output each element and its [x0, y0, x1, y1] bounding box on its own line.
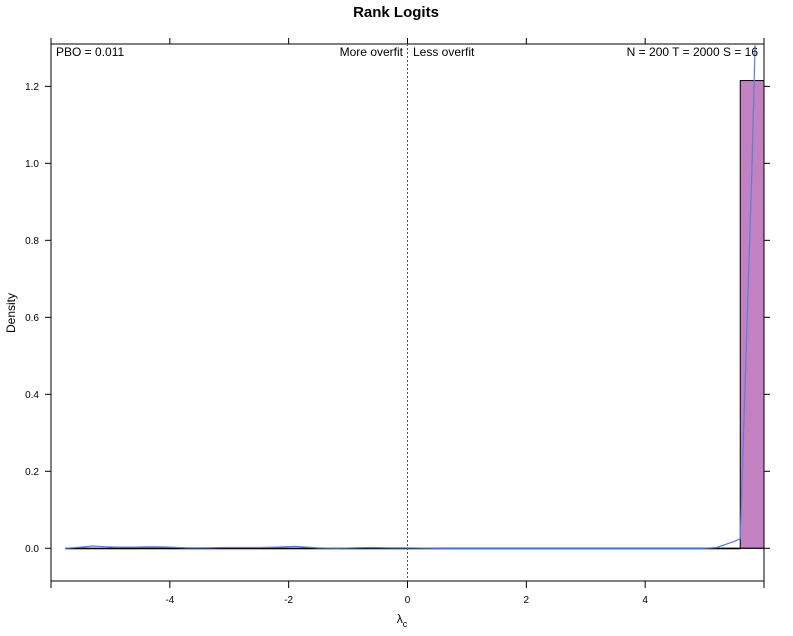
x-axis-label-subscript: c — [403, 619, 408, 629]
x-axis-label: λc — [397, 612, 408, 629]
chart-title: Rank Logits — [353, 4, 439, 21]
y-tick-label: 0.8 — [25, 236, 39, 247]
density-curve — [65, 43, 756, 549]
x-tick-label: 2 — [524, 595, 530, 606]
params-annotation: N = 200 T = 2000 S = 16 — [627, 45, 759, 59]
x-axis-label-main: λ — [397, 612, 403, 626]
histogram-bars — [65, 80, 765, 550]
pbo-annotation: PBO = 0.011 — [56, 45, 124, 59]
y-axis-label: Density — [4, 293, 18, 333]
y-tick-label: 0.4 — [25, 390, 39, 401]
y-tick-label: 1.0 — [25, 159, 39, 170]
y-tick-label: 0.0 — [25, 544, 39, 555]
x-tick-label: -2 — [284, 595, 293, 606]
overfit-annotation: More overfit Less overfit — [340, 45, 475, 59]
x-tick-label: 0 — [405, 595, 411, 606]
x-tick-label: -4 — [165, 595, 174, 606]
x-tick-label: 4 — [642, 595, 648, 606]
axis-ticks: -4 -2 0 2 4 0.0 0.2 0.4 0.6 0.8 1.0 1.2 — [25, 38, 770, 606]
y-tick-label: 1.2 — [25, 82, 39, 93]
y-tick-label: 0.6 — [25, 313, 39, 324]
y-tick-label: 0.2 — [25, 467, 39, 478]
